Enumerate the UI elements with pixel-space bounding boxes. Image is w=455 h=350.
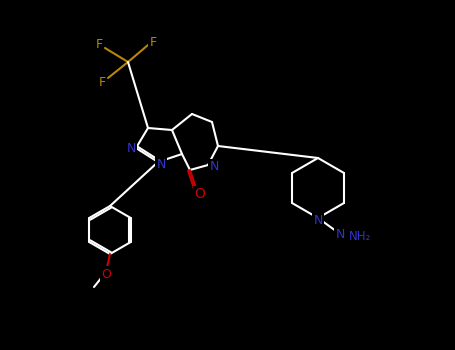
Text: N: N [157, 158, 166, 170]
Text: N: N [313, 214, 323, 226]
Text: N: N [335, 228, 345, 240]
Text: F: F [96, 38, 102, 51]
Text: NH₂: NH₂ [349, 231, 371, 244]
Text: O: O [195, 187, 206, 201]
Text: N: N [126, 141, 136, 154]
Text: O: O [101, 267, 111, 280]
Text: F: F [149, 35, 157, 49]
Text: F: F [98, 76, 106, 89]
Text: N: N [209, 161, 219, 174]
